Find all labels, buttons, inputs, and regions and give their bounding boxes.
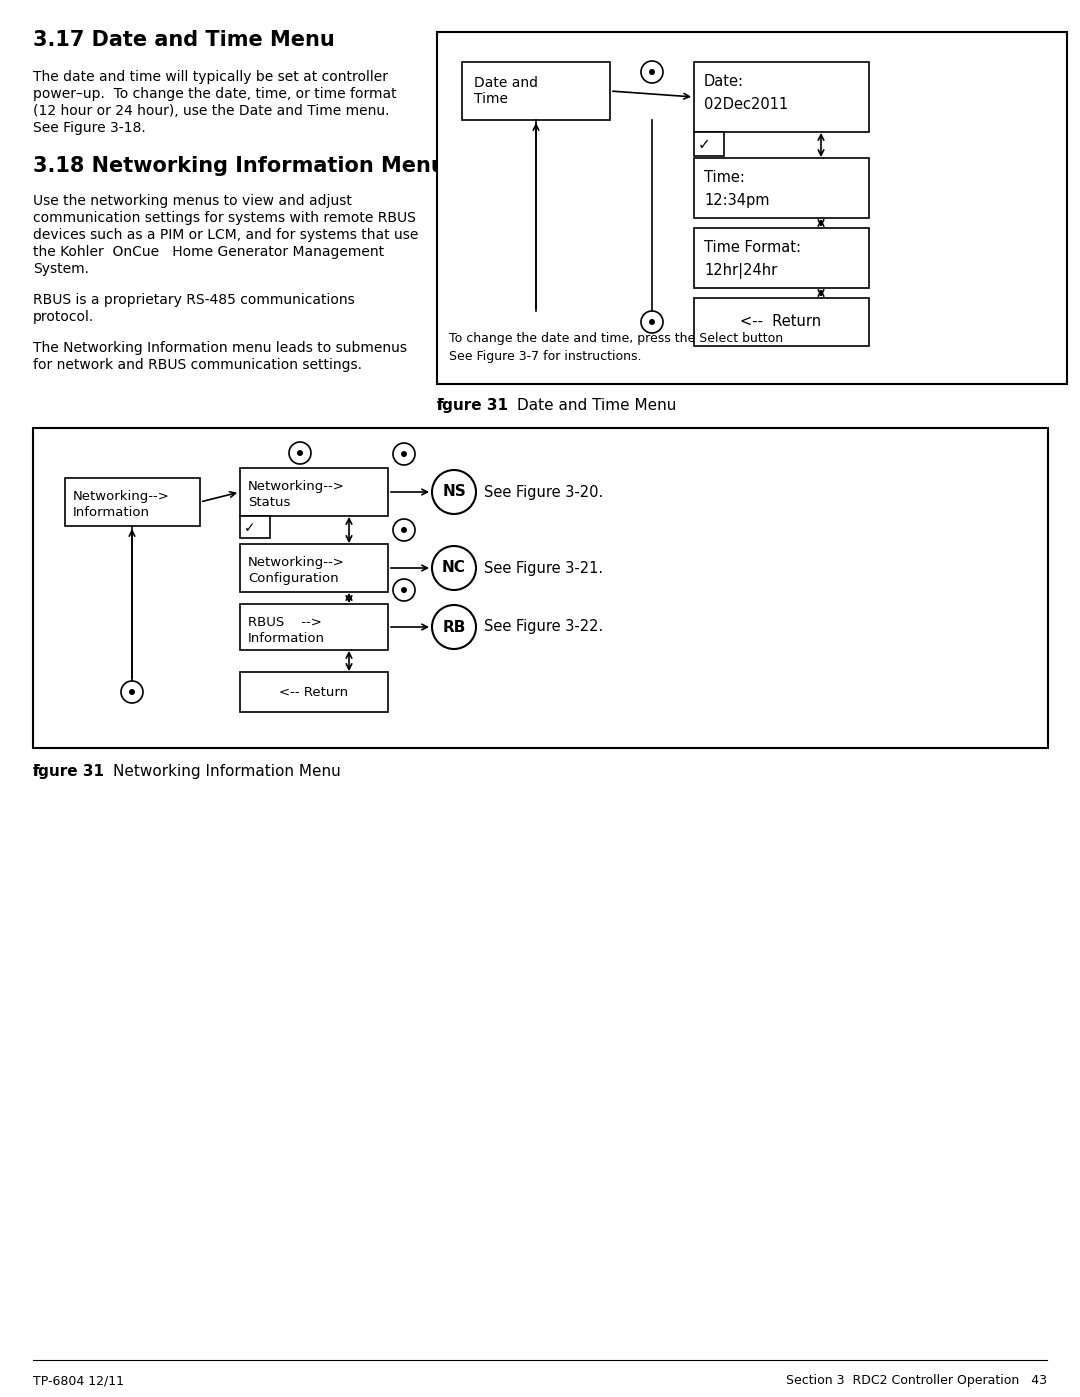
Text: ✓: ✓	[698, 137, 711, 152]
Circle shape	[121, 680, 143, 703]
Bar	[694, 158, 869, 218]
Text: f: f	[33, 764, 40, 780]
Text: Networking-->: Networking-->	[248, 481, 345, 493]
Text: RBUS    -->: RBUS -->	[248, 616, 322, 629]
Text: Information: Information	[248, 631, 325, 645]
Text: See Figure 3-18.: See Figure 3-18.	[33, 122, 146, 136]
Circle shape	[401, 527, 407, 534]
Text: protocol.: protocol.	[33, 310, 94, 324]
Text: <--  Return: <-- Return	[741, 314, 822, 330]
Circle shape	[649, 68, 654, 75]
Text: To change the date and time, press the Select button
See Figure 3-7 for instruct: To change the date and time, press the S…	[449, 332, 783, 363]
Circle shape	[432, 546, 476, 590]
Text: Information: Information	[73, 506, 150, 520]
Text: Networking-->: Networking-->	[73, 490, 170, 503]
Text: Time:: Time:	[704, 170, 745, 184]
Text: Date and Time Menu: Date and Time Menu	[517, 398, 676, 414]
Text: The date and time will typically be set at controller: The date and time will typically be set …	[33, 70, 388, 84]
Bar	[694, 61, 869, 131]
Text: 12:34pm: 12:34pm	[704, 193, 769, 208]
Text: f: f	[437, 398, 444, 414]
Text: RB: RB	[443, 619, 465, 634]
Bar	[437, 32, 1067, 384]
Text: (12 hour or 24 hour), use the Date and Time menu.: (12 hour or 24 hour), use the Date and T…	[33, 103, 390, 117]
Text: for network and RBUS communication settings.: for network and RBUS communication setti…	[33, 358, 362, 372]
Bar	[240, 468, 388, 515]
Text: communication settings for systems with remote RBUS: communication settings for systems with …	[33, 211, 416, 225]
Text: power–up.  To change the date, time, or time format: power–up. To change the date, time, or t…	[33, 87, 396, 101]
Text: <-- Return: <-- Return	[280, 686, 349, 698]
Circle shape	[297, 450, 303, 455]
Text: The Networking Information menu leads to submenus: The Networking Information menu leads to…	[33, 341, 407, 355]
Text: Date and: Date and	[474, 75, 538, 89]
Text: devices such as a PIM or LCM, and for systems that use: devices such as a PIM or LCM, and for sy…	[33, 228, 418, 242]
Text: 02Dec2011: 02Dec2011	[704, 96, 788, 112]
Text: Networking Information Menu: Networking Information Menu	[113, 764, 341, 780]
Text: Date:: Date:	[704, 74, 744, 89]
Text: igure 31: igure 31	[437, 398, 508, 414]
Text: See Figure 3-20.: See Figure 3-20.	[484, 485, 604, 500]
Bar	[33, 427, 1048, 747]
Circle shape	[401, 587, 407, 592]
Text: 12hr|24hr: 12hr|24hr	[704, 263, 778, 279]
Text: 3.18 Networking Information Menus: 3.18 Networking Information Menus	[33, 156, 458, 176]
Text: Use the networking menus to view and adjust: Use the networking menus to view and adj…	[33, 194, 352, 208]
Circle shape	[642, 312, 663, 332]
Circle shape	[129, 689, 135, 694]
Circle shape	[649, 319, 654, 326]
Bar	[65, 478, 200, 527]
Circle shape	[289, 441, 311, 464]
Text: See Figure 3-22.: See Figure 3-22.	[484, 619, 604, 634]
Circle shape	[432, 469, 476, 514]
Circle shape	[642, 61, 663, 82]
Text: NS: NS	[442, 485, 465, 500]
Text: Section 3  RDC2 Controller Operation   43: Section 3 RDC2 Controller Operation 43	[786, 1375, 1047, 1387]
Circle shape	[432, 605, 476, 650]
Text: Time: Time	[474, 92, 508, 106]
Bar	[462, 61, 610, 120]
Text: Time Format:: Time Format:	[704, 240, 801, 256]
Text: TP-6804 12/11: TP-6804 12/11	[33, 1375, 124, 1387]
Text: RBUS is a proprietary RS-485 communications: RBUS is a proprietary RS-485 communicati…	[33, 293, 354, 307]
Text: the Kohler  OnCue   Home Generator Management: the Kohler OnCue Home Generator Manageme…	[33, 244, 384, 258]
Text: See Figure 3-21.: See Figure 3-21.	[484, 560, 603, 576]
Text: Status: Status	[248, 496, 291, 509]
Bar	[694, 298, 869, 346]
Bar	[240, 515, 270, 538]
Circle shape	[393, 443, 415, 465]
Bar	[240, 543, 388, 592]
Bar	[240, 672, 388, 712]
Circle shape	[401, 451, 407, 457]
Text: ✓: ✓	[244, 521, 256, 535]
Bar	[240, 604, 388, 650]
Circle shape	[393, 520, 415, 541]
Circle shape	[393, 578, 415, 601]
Text: igure 31: igure 31	[33, 764, 104, 780]
Text: NC: NC	[442, 560, 465, 576]
Text: Configuration: Configuration	[248, 571, 339, 585]
Bar	[694, 131, 724, 156]
Bar	[694, 228, 869, 288]
Text: Networking-->: Networking-->	[248, 556, 345, 569]
Text: System.: System.	[33, 263, 89, 277]
Text: 3.17 Date and Time Menu: 3.17 Date and Time Menu	[33, 29, 335, 50]
